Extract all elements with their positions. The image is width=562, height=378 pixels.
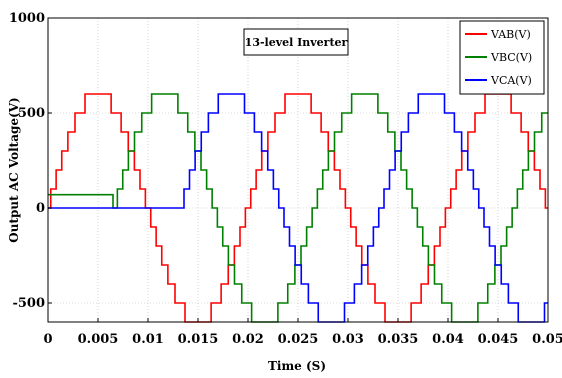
x-tick-label: 0.03 xyxy=(332,332,364,347)
legend: VAB(V) VBC(V) VCA(V) xyxy=(459,20,545,95)
series-line xyxy=(48,93,548,323)
x-axis-label: Time (S) xyxy=(268,359,326,373)
annotation-box: 13-level Inverter xyxy=(243,28,349,56)
legend-label: VBC(V) xyxy=(490,51,532,64)
annotation-text: 13-level Inverter xyxy=(245,36,348,49)
x-tick-label: 0.045 xyxy=(478,332,519,347)
x-tick-label: 0.02 xyxy=(232,332,264,347)
x-tick-label: 0.01 xyxy=(132,332,164,347)
x-tick-label: 0 xyxy=(43,332,52,347)
legend-label: VAB(V) xyxy=(490,28,531,41)
y-tick-label: 500 xyxy=(18,106,45,121)
y-axis-label: Output AC Voltage(V) xyxy=(7,97,21,242)
y-tick-label: 1000 xyxy=(9,11,45,26)
x-tick-label: 0.05 xyxy=(532,332,562,347)
legend-label: VCA(V) xyxy=(490,74,532,87)
x-tick-label: 0.035 xyxy=(378,332,419,347)
x-tick-label: 0.04 xyxy=(432,332,464,347)
plot-series xyxy=(48,93,548,323)
y-tick-label: 0 xyxy=(36,201,45,216)
y-tick-label: -500 xyxy=(12,296,45,311)
x-tick-label: 0.025 xyxy=(278,332,319,347)
x-tick-label: 0.005 xyxy=(78,332,119,347)
series-line xyxy=(48,93,548,323)
x-tick-label: 0.015 xyxy=(178,332,219,347)
series-line xyxy=(48,93,548,323)
axis-ticks: 0 0.005 0.01 0.015 0.02 0.025 0.03 0.035 0.04 0.0… xyxy=(9,11,562,347)
